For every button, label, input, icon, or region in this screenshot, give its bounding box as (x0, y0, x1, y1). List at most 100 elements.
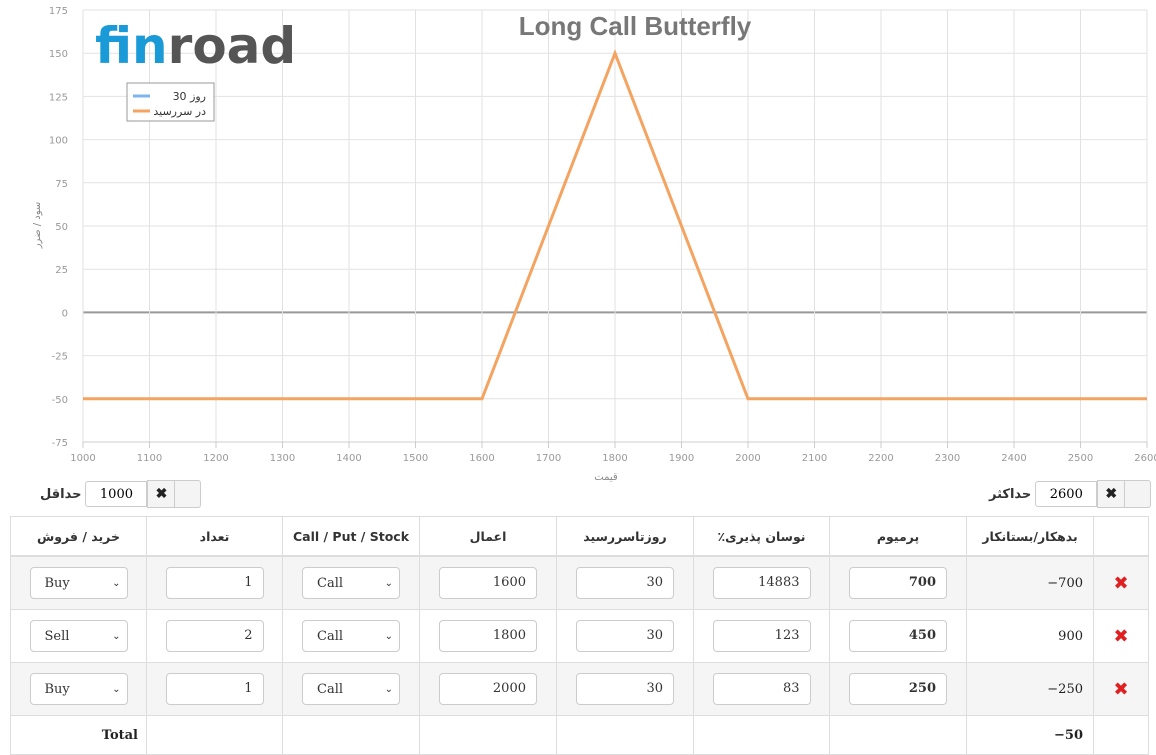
legend-label-30d: 30 روز (173, 90, 206, 103)
close-icon: ✖ (1105, 486, 1118, 502)
chart-title: Long Call Butterfly (519, 11, 752, 41)
x-tick-label: 2200 (868, 453, 893, 464)
logo: finroad (95, 17, 296, 75)
y-tick-label: 150 (49, 49, 68, 60)
x-tick-label: 2600 (1134, 453, 1156, 464)
close-icon: ✖ (155, 486, 168, 502)
balance-value: −700 (966, 555, 1094, 610)
side-select[interactable]: Buy ⌄ (29, 567, 128, 599)
x-tick-label: 1500 (403, 453, 428, 464)
premium-input[interactable]: 450 (849, 620, 947, 652)
volatility-input[interactable]: 14883 (712, 567, 811, 599)
x-tick-label: 2400 (1001, 453, 1026, 464)
clear-max-button[interactable]: ✖ (1097, 480, 1126, 508)
x-tick-label: 2000 (735, 453, 760, 464)
max-input[interactable] (1035, 481, 1098, 507)
chart-series (83, 49, 1147, 401)
header-type: Call / Put / Stock (282, 516, 420, 557)
payoff-chart: 175 150 125 100 75 50 25 0 -25 -50 -75 1000 1100 120… (32, 6, 1156, 483)
x-tick-label: 2500 (1068, 453, 1093, 464)
delete-row-icon[interactable]: ✖ (1113, 678, 1129, 700)
header-qty: تعداد (146, 516, 283, 557)
side-select[interactable]: Buy ⌄ (29, 673, 128, 705)
min-label: حداقل (40, 486, 82, 502)
y-tick-label: 0 (62, 308, 68, 319)
table-row: Sell ⌄ 2 Call ⌄ 1800 30 123 450 900 ✖ (10, 609, 1149, 663)
x-axis-label: قیمت (594, 472, 618, 483)
total-row: Total −50 (10, 715, 1149, 755)
chevron-down-icon: ⌄ (112, 683, 121, 695)
y-tick-label: 75 (55, 179, 68, 190)
premium-input[interactable]: 250 (849, 673, 947, 705)
header-days: روزتاسررسید (556, 516, 694, 557)
qty-input[interactable]: 1 (165, 567, 264, 599)
qty-input[interactable]: 2 (165, 620, 264, 652)
max-label: حداکثر (989, 486, 1032, 502)
days-input[interactable]: 30 (576, 567, 674, 599)
x-tick-label: 1000 (70, 453, 95, 464)
x-tick-label: 2300 (935, 453, 960, 464)
total-value: −50 (966, 715, 1094, 755)
x-tick-label: 1600 (469, 453, 494, 464)
table-row: Buy ⌄ 1 Call ⌄ 1600 30 14883 700 −700 ✖ (10, 555, 1149, 610)
balance-value: 900 (966, 609, 1094, 663)
x-axis-ticks: 1000 1100 1200 1300 1400 1500 1600 1700 1800 1900… (70, 453, 1156, 464)
y-tick-label: 100 (49, 136, 68, 147)
delete-row-icon[interactable]: ✖ (1113, 572, 1129, 594)
chevron-down-icon: ⌄ (384, 683, 393, 695)
max-addon-button[interactable] (1125, 480, 1152, 508)
min-addon-button[interactable] (175, 480, 202, 508)
legend-label-expiry: در سررسید (153, 105, 206, 118)
clear-min-button[interactable]: ✖ (147, 480, 176, 508)
qty-input[interactable]: 1 (165, 673, 264, 705)
chart-legend[interactable]: 30 روز در سررسید (126, 82, 215, 122)
max-range-control: حداکثر ✖ (989, 479, 1152, 509)
days-input[interactable]: 30 (576, 620, 674, 652)
x-tick-label: 1100 (137, 453, 162, 464)
x-tick-label: 1800 (602, 453, 627, 464)
header-strike: اعمال (419, 516, 557, 557)
side-select[interactable]: Sell ⌄ (29, 620, 128, 652)
series-line-1 (83, 49, 1147, 401)
y-tick-label: 175 (49, 6, 68, 17)
chevron-down-icon: ⌄ (384, 630, 393, 642)
volatility-input[interactable]: 83 (712, 673, 811, 705)
x-tick-label: 1900 (669, 453, 694, 464)
x-tick-label: 1200 (203, 453, 228, 464)
x-tick-label: 1700 (536, 453, 561, 464)
y-tick-label: 125 (49, 92, 68, 103)
strike-input[interactable]: 1600 (439, 567, 537, 599)
y-tick-label: 50 (55, 222, 68, 233)
logo-part2: road (168, 17, 297, 75)
x-tick-label: 1400 (336, 453, 361, 464)
days-input[interactable]: 30 (576, 673, 674, 705)
x-tick-label: 2100 (802, 453, 827, 464)
option-legs-table: خرید / فروش تعداد Call / Put / Stock اعم… (10, 516, 1149, 755)
y-tick-label: 25 (55, 265, 68, 276)
y-tick-label: -50 (52, 395, 68, 406)
premium-input[interactable]: 700 (849, 567, 947, 599)
strike-input[interactable]: 2000 (439, 673, 537, 705)
volatility-input[interactable]: 123 (712, 620, 811, 652)
balance-value: −250 (966, 662, 1094, 716)
chevron-down-icon: ⌄ (112, 630, 121, 642)
header-balance: بدهکار/بستانکار (966, 516, 1094, 557)
header-delete (1093, 516, 1149, 557)
header-premium: پرمیوم (829, 516, 967, 557)
total-label: Total (10, 715, 147, 755)
delete-row-icon[interactable]: ✖ (1113, 625, 1129, 647)
min-range-control: حداقل ✖ (40, 479, 202, 509)
y-axis-ticks: 175 150 125 100 75 50 25 0 -25 -50 -75 (49, 6, 68, 449)
y-tick-label: -75 (52, 438, 68, 449)
y-axis-label: سود / ضرر (32, 202, 43, 250)
type-select[interactable]: Call ⌄ (302, 620, 400, 652)
min-input[interactable] (85, 481, 148, 507)
header-side: خرید / فروش (10, 516, 147, 557)
chevron-down-icon: ⌄ (384, 577, 393, 589)
chart-grid (82, 9, 1148, 448)
strike-input[interactable]: 1800 (439, 620, 537, 652)
type-select[interactable]: Call ⌄ (302, 567, 400, 599)
x-tick-label: 1300 (270, 453, 295, 464)
chevron-down-icon: ⌄ (112, 577, 121, 589)
type-select[interactable]: Call ⌄ (302, 673, 400, 705)
